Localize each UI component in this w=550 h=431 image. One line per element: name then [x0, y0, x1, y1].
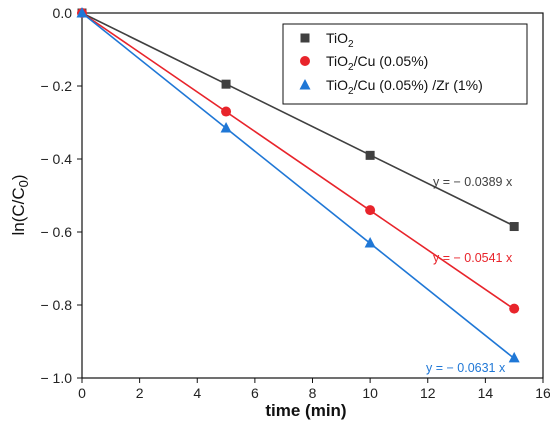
- x-tick-label: 6: [251, 385, 259, 401]
- x-axis: 0 2 4 6 8 10 12 14 16: [78, 378, 550, 401]
- data-point-triangle: [364, 236, 376, 248]
- fit-lines: [81, 12, 515, 360]
- data-point-triangle: [299, 79, 311, 90]
- y-tick-label: − 1.0: [40, 370, 72, 386]
- y-tick-label: − 0.6: [40, 224, 72, 240]
- fit-equation-label: y = − 0.0631 x: [426, 361, 506, 375]
- data-point-circle: [300, 56, 310, 66]
- legend-label: TiO2/Cu (0.05%) /Zr (1%): [326, 77, 483, 97]
- data-point-square: [221, 79, 231, 89]
- x-tick-label: 0: [78, 385, 86, 401]
- y-axis: 0.0 − 0.2 − 0.4 − 0.6 − 0.8 − 1.0: [40, 5, 82, 386]
- data-point-square: [365, 150, 375, 160]
- legend-box: [282, 23, 528, 105]
- fit-equation-label: y = − 0.0541 x: [433, 251, 513, 265]
- fit-equation-label: y = − 0.0389 x: [433, 175, 513, 189]
- data-point-square: [509, 222, 519, 232]
- y-axis-title: ln(C/C0): [9, 174, 31, 235]
- data-point-circle: [509, 303, 520, 314]
- data-point-triangle: [508, 351, 520, 363]
- x-tick-label: 2: [136, 385, 144, 401]
- x-tick-label: 14: [478, 385, 494, 401]
- data-point-triangle: [76, 7, 88, 18]
- fit-line: [81, 12, 515, 360]
- data-point-circle: [221, 106, 232, 117]
- data-point-square: [300, 33, 310, 43]
- x-tick-label: 4: [193, 385, 201, 401]
- data-point-triangle: [220, 121, 232, 133]
- data-point-circle: [365, 205, 376, 216]
- fit-line: [81, 12, 515, 310]
- x-tick-label: 10: [362, 385, 378, 401]
- data-markers: [76, 7, 520, 363]
- x-tick-label: 8: [309, 385, 317, 401]
- x-tick-label: 12: [420, 385, 436, 401]
- legend: TiO2 TiO2/Cu (0.05%) TiO2/Cu (0.05%) /Zr (…: [282, 23, 528, 105]
- x-axis-title: time (min): [265, 401, 346, 420]
- fit-line: [81, 12, 515, 227]
- y-tick-label: − 0.2: [40, 78, 72, 94]
- y-tick-label: − 0.8: [40, 297, 72, 313]
- legend-label: TiO2/Cu (0.05%): [326, 53, 428, 73]
- y-tick-label: 0.0: [53, 5, 73, 21]
- legend-label: TiO2: [326, 30, 354, 50]
- x-tick-label: 16: [535, 385, 550, 401]
- fit-labels: y = − 0.0389 x y = − 0.0541 x y = − 0.0631…: [426, 175, 513, 375]
- y-tick-label: − 0.4: [40, 151, 72, 167]
